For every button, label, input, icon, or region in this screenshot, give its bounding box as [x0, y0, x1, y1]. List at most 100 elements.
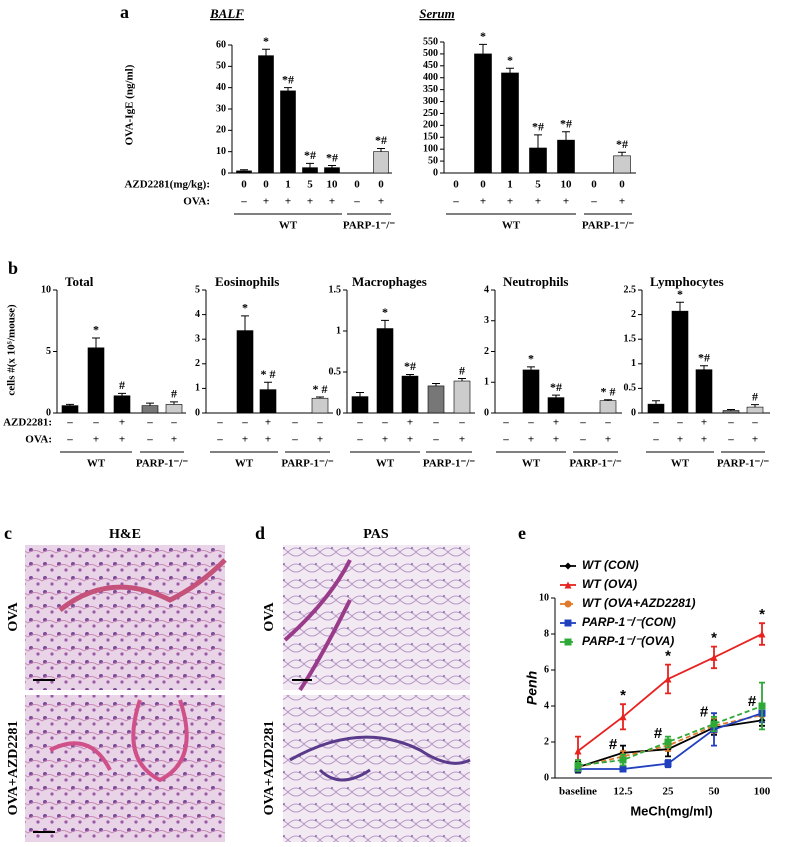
group-label: PARP-1⁻/⁻	[717, 458, 770, 470]
row-label: AZD2281(mg/kg):	[124, 179, 210, 191]
stain-title: PAS	[363, 527, 389, 542]
group-label: WT	[502, 220, 521, 232]
bar	[373, 151, 389, 174]
legend-label: WT (OVA)	[582, 577, 637, 591]
error-bar	[316, 396, 324, 399]
chart-title: Eosinophils	[215, 274, 279, 289]
point	[664, 738, 672, 746]
row-value: –	[353, 196, 360, 208]
significance-label: *#	[532, 120, 544, 134]
group-label: WT	[87, 458, 106, 470]
significance-label: * #	[601, 385, 616, 399]
y-tick-label: 500	[423, 48, 438, 59]
bar	[165, 404, 183, 414]
y-tick-label: 40	[216, 82, 226, 93]
tissue	[289, 735, 471, 782]
significance-label: #	[748, 693, 757, 710]
error-bar	[432, 382, 440, 386]
group-label: WT	[376, 458, 395, 470]
significance-label: * #	[313, 382, 328, 396]
histology-image	[25, 545, 225, 690]
group-label: WT	[279, 220, 298, 232]
chart-title: Macrophages	[352, 274, 427, 289]
y-tick-label: 100	[423, 143, 438, 154]
error-bar	[240, 169, 248, 171]
y-tick-label: 2.5	[624, 284, 637, 295]
group-label: WT	[671, 458, 690, 470]
error-bar	[652, 400, 660, 405]
y-tick-label: 200	[423, 120, 438, 131]
legend-label: PARP-1⁻/⁻(OVA)	[582, 634, 674, 648]
row-value: +	[752, 434, 758, 446]
y-tick-label: 400	[423, 72, 438, 83]
y-axis-label: cells #(x 10⁵/mouse)	[6, 304, 18, 396]
x-tick-label: 50	[709, 786, 721, 798]
significance-label: #	[752, 389, 758, 403]
error-bar	[479, 43, 487, 54]
significance-label: *	[263, 34, 269, 48]
row-value: –	[432, 417, 439, 429]
row-value: +	[119, 417, 125, 429]
y-tick-label: 1	[631, 358, 636, 369]
bar	[427, 385, 445, 414]
error-bar	[534, 134, 542, 148]
row-value: –	[458, 417, 465, 429]
significance-label: *	[507, 53, 513, 67]
row-value: –	[727, 434, 734, 446]
row-value: +	[119, 434, 125, 446]
row-value: –	[652, 434, 659, 446]
row-value: –	[676, 417, 683, 429]
significance-label: * #	[261, 367, 276, 381]
significance-label: *#	[550, 380, 562, 394]
stain-title: H&E	[109, 527, 141, 542]
row-value: 0	[263, 179, 269, 191]
x-axis-label: MeCh(mg/ml)	[630, 803, 712, 818]
significance-label: #	[119, 378, 125, 392]
row-value: –	[291, 417, 298, 429]
point	[619, 765, 627, 773]
row-value: –	[240, 196, 247, 208]
row-value: +	[535, 196, 541, 208]
row-value: –	[727, 417, 734, 429]
error-bar	[406, 373, 414, 377]
row-value: +	[285, 196, 291, 208]
significance-label: #	[171, 387, 177, 401]
row-value: +	[317, 434, 323, 446]
bar	[236, 330, 254, 414]
row-value: –	[590, 196, 597, 208]
histology-image	[283, 695, 470, 842]
y-tick-label: 1	[484, 377, 489, 388]
bar	[522, 369, 540, 414]
tissue	[49, 699, 189, 783]
bar	[236, 170, 252, 174]
row-value: –	[502, 417, 509, 429]
error-bar	[562, 131, 570, 141]
y-tick-label: 6	[544, 664, 549, 675]
row-value: +	[265, 434, 271, 446]
y-tick-label: 150	[423, 132, 438, 143]
significance-label: *	[711, 630, 717, 647]
row-value: 5	[307, 179, 313, 191]
legend-marker	[564, 600, 572, 608]
bar	[529, 147, 547, 174]
error-bar	[170, 401, 178, 405]
row-value: –	[527, 417, 534, 429]
point	[758, 630, 766, 638]
point	[619, 756, 627, 764]
legend-marker	[564, 581, 572, 589]
y-tick-label: 0	[631, 407, 636, 418]
row-value: 0	[480, 179, 486, 191]
row-value: +	[563, 196, 569, 208]
row-value: 1	[285, 179, 291, 191]
row-value: –	[604, 417, 611, 429]
y-tick-label: 0	[433, 167, 438, 178]
panel-letter: d	[255, 523, 265, 543]
bar	[141, 405, 159, 414]
error-bar	[264, 381, 272, 390]
y-tick-label: 550	[423, 36, 438, 47]
error-bar	[527, 366, 535, 370]
row-value: +	[171, 434, 177, 446]
y-tick-label: 2	[195, 358, 200, 369]
significance-label: #	[459, 363, 465, 377]
